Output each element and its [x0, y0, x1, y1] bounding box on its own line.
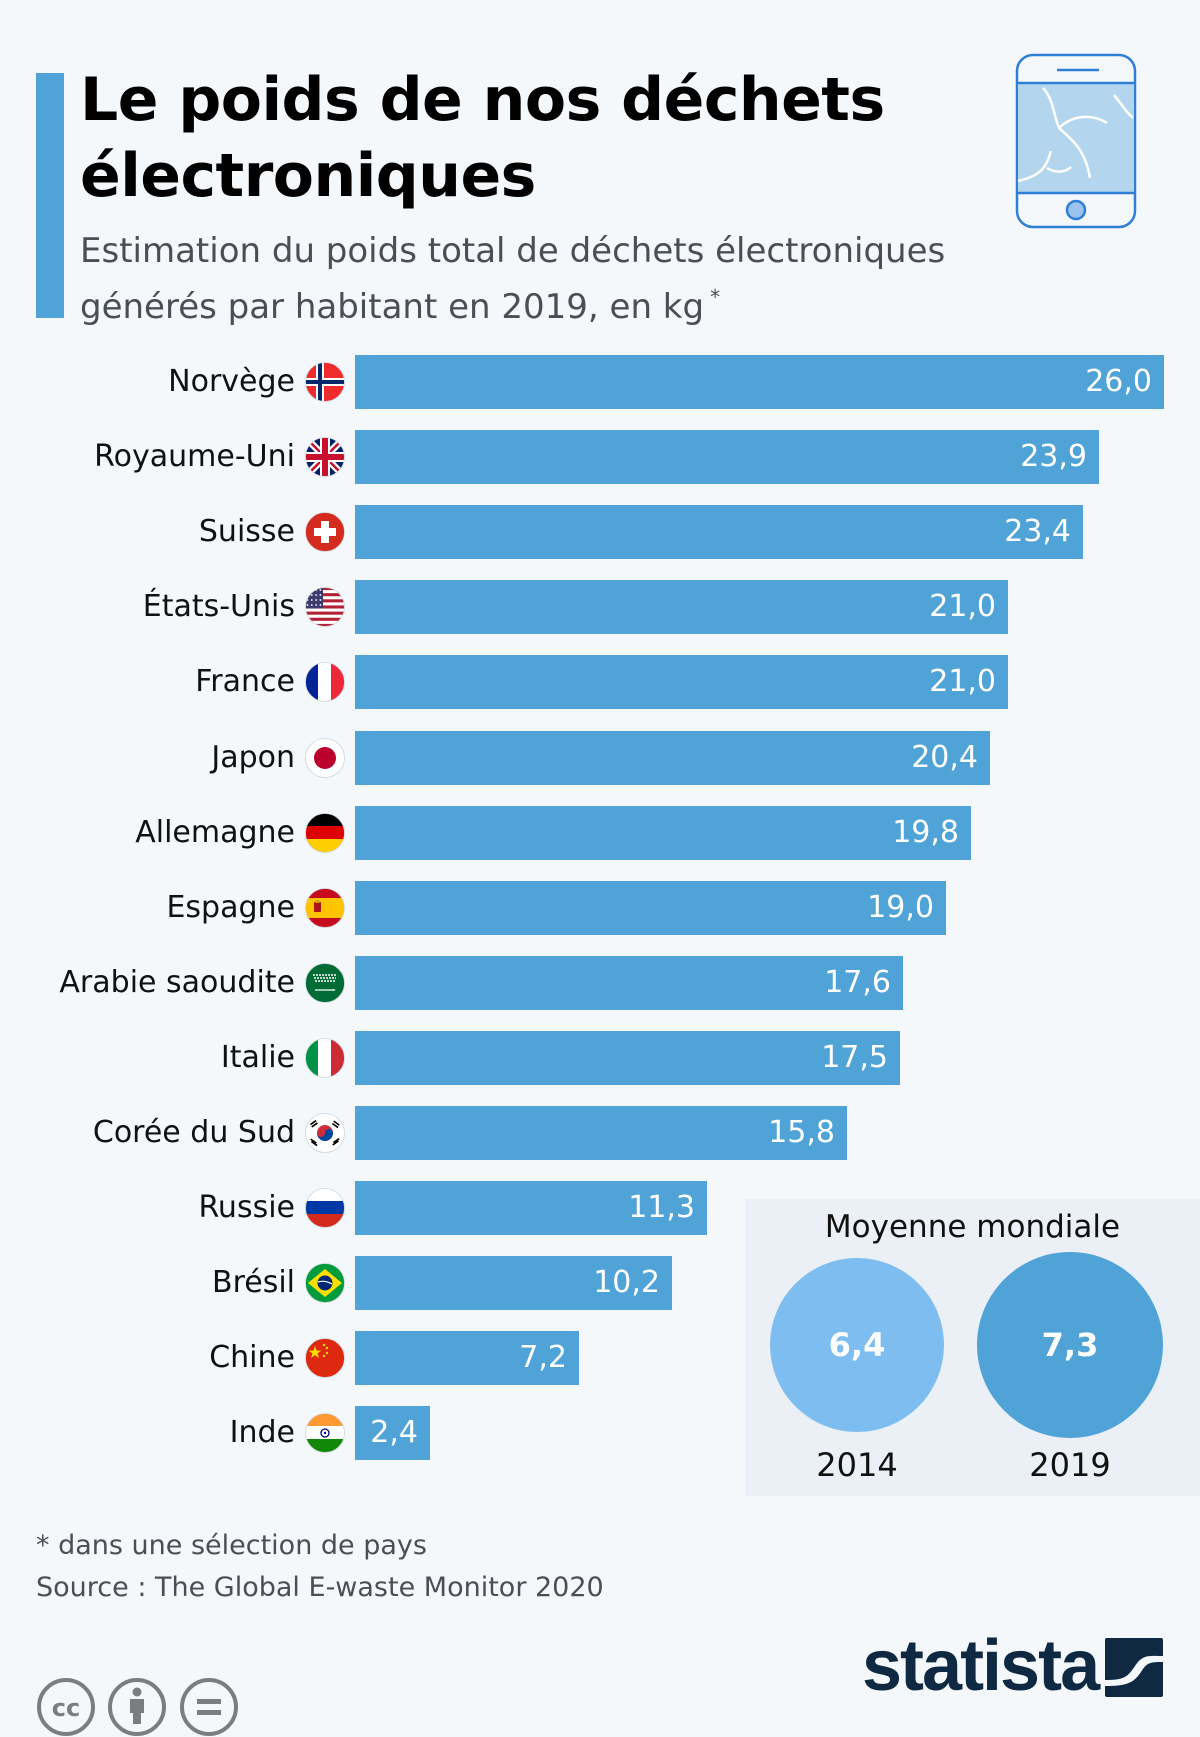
country-label: Suisse: [198, 514, 295, 549]
bar-value-label: 23,9: [1020, 439, 1087, 474]
flag-norway-icon: [305, 362, 345, 402]
cc-icon[interactable]: cc: [36, 1677, 96, 1737]
world-average-panel: Moyenne mondiale 6,4 7,3 2014 2019: [745, 1199, 1200, 1496]
chart-title: Le poids de nos déchets électroniques: [80, 65, 885, 211]
bar[interactable]: 20,4: [355, 731, 990, 785]
flag-switzerland-icon: [305, 512, 345, 552]
footnote: * dans une sélection de pays: [36, 1530, 427, 1561]
flag-usa-icon: [305, 587, 345, 627]
flag-uk-icon: [305, 437, 345, 477]
flag-brazil-icon: [305, 1263, 345, 1303]
bar[interactable]: 17,6: [355, 956, 903, 1010]
country-label: Arabie saoudite: [59, 965, 295, 1000]
bar-value-label: 17,5: [821, 1040, 888, 1075]
country-label: Chine: [209, 1340, 295, 1375]
flag-italy-icon: [305, 1038, 345, 1078]
bar[interactable]: 10,2: [355, 1256, 672, 1310]
flag-germany-icon: [305, 813, 345, 853]
chart-subtitle: Estimation du poids total de déchets éle…: [80, 228, 1020, 330]
subtitle-text: Estimation du poids total de déchets éle…: [80, 231, 946, 327]
flag-china-icon: [305, 1338, 345, 1378]
country-label: Japon: [211, 740, 295, 775]
flag-saudi-arabia-icon: [305, 963, 345, 1003]
bar-value-label: 21,0: [929, 664, 996, 699]
bar[interactable]: 23,9: [355, 430, 1099, 484]
country-label: Allemagne: [135, 815, 295, 850]
country-label: Norvège: [168, 364, 295, 399]
bar-value-label: 2,4: [370, 1415, 418, 1450]
flag-france-icon: [305, 662, 345, 702]
country-label: Corée du Sud: [92, 1115, 295, 1150]
flag-japan-icon: [305, 738, 345, 778]
bar-value-label: 7,2: [519, 1340, 567, 1375]
bar[interactable]: 19,0: [355, 881, 946, 935]
bar-value-label: 19,8: [892, 815, 959, 850]
avg-year-2019: 2019: [1029, 1446, 1111, 1484]
bar-value-label: 26,0: [1085, 364, 1152, 399]
avg-circle-2019: 7,3: [977, 1252, 1163, 1438]
country-label: États-Unis: [142, 589, 295, 624]
statista-wordmark: statista: [862, 1626, 1100, 1706]
bar-value-label: 23,4: [1004, 514, 1071, 549]
bar[interactable]: 17,5: [355, 1031, 900, 1085]
statista-logo[interactable]: statista: [862, 1626, 1167, 1706]
country-label: Espagne: [166, 890, 295, 925]
country-label: Brésil: [211, 1265, 295, 1300]
bar-value-label: 19,0: [867, 890, 934, 925]
subtitle-asterisk: *: [710, 285, 721, 309]
country-label: Italie: [220, 1040, 295, 1075]
smartphone-cracked-icon: [1015, 53, 1137, 229]
bar[interactable]: 26,0: [355, 355, 1164, 409]
bar-value-label: 17,6: [824, 965, 891, 1000]
country-label: Russie: [198, 1190, 295, 1225]
country-label: Inde: [229, 1415, 295, 1450]
bar-value-label: 21,0: [929, 589, 996, 624]
avg-year-2014: 2014: [816, 1446, 898, 1484]
bar-value-label: 10,2: [593, 1265, 660, 1300]
svg-text:cc: cc: [52, 1694, 80, 1722]
bar[interactable]: 23,4: [355, 505, 1083, 559]
flag-spain-icon: [305, 888, 345, 928]
bar[interactable]: 21,0: [355, 580, 1008, 634]
title-accent-bar: [36, 73, 64, 318]
flag-south-korea-icon: [305, 1113, 345, 1153]
bar-value-label: 11,3: [628, 1190, 695, 1225]
bar[interactable]: 15,8: [355, 1106, 847, 1160]
country-label: Royaume-Uni: [94, 439, 295, 474]
no-derivatives-icon[interactable]: [179, 1677, 239, 1737]
bar[interactable]: 11,3: [355, 1181, 707, 1235]
bar[interactable]: 19,8: [355, 806, 971, 860]
avg-circle-2014: 6,4: [770, 1258, 944, 1432]
avg-value-2014: 6,4: [828, 1326, 886, 1364]
bar-value-label: 20,4: [911, 740, 978, 775]
flag-india-icon: [305, 1413, 345, 1453]
statista-logo-mark-icon: [1105, 1638, 1163, 1697]
attribution-icon[interactable]: [107, 1677, 167, 1737]
country-label: France: [195, 664, 295, 699]
avg-value-2019: 7,3: [1041, 1326, 1099, 1364]
flag-russia-icon: [305, 1188, 345, 1228]
bar-chart: Norvège 26,0 Royaume-Uni 23,9 Suisse 23,4 État…: [59, 355, 1164, 1460]
world-average-title: Moyenne mondiale: [824, 1209, 1121, 1245]
bar[interactable]: 21,0: [355, 655, 1008, 709]
bar[interactable]: 7,2: [355, 1331, 579, 1385]
bar[interactable]: 2,4: [355, 1406, 430, 1460]
source-link[interactable]: Source : The Global E-waste Monitor 2020: [36, 1572, 604, 1603]
bar-value-label: 15,8: [768, 1115, 835, 1150]
